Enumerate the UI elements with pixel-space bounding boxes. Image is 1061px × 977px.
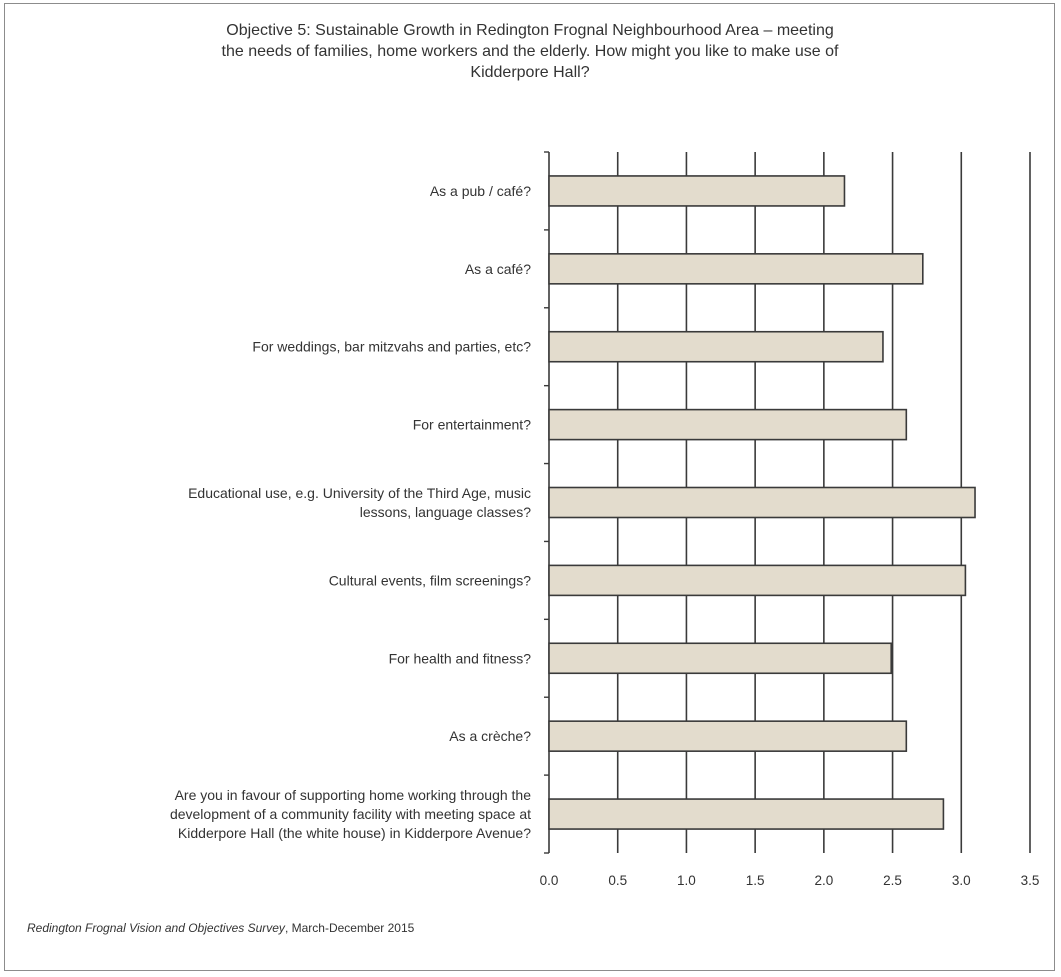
- category-label-8-line-1: development of a community facility with…: [170, 806, 531, 822]
- x-tick-label-6: 3.0: [952, 873, 971, 888]
- category-label-layer: As a pub / café? As a café? For weddings, …: [170, 183, 531, 841]
- x-tick-label-5: 2.5: [883, 873, 902, 888]
- bar-1: [548, 253, 924, 285]
- source-title: Redington Frognal Vision and Objectives …: [27, 921, 285, 935]
- category-label-5-line-0: Cultural events, film screenings?: [329, 572, 532, 588]
- chart-title: Objective 5: Sustainable Growth in Redin…: [60, 20, 1000, 83]
- category-label-1-line-0: As a café?: [465, 261, 531, 277]
- bar-8: [548, 798, 945, 830]
- category-label-6-line-0: For health and fitness?: [389, 650, 532, 666]
- x-tick-label-2: 1.0: [677, 873, 696, 888]
- category-label-4-line-0: Educational use, e.g. University of the …: [188, 485, 531, 501]
- category-label-7-line-0: As a crèche?: [449, 728, 531, 744]
- chart-title-line-2: the needs of families, home workers and …: [221, 43, 839, 60]
- bar-3: [548, 408, 908, 441]
- category-label-3-line-0: For entertainment?: [413, 417, 531, 433]
- bar-2: [548, 330, 884, 363]
- bar-6: [548, 642, 892, 675]
- bar-0: [548, 175, 846, 207]
- category-label-0-line-0: As a pub / café?: [430, 183, 531, 199]
- bar-5: [548, 564, 967, 597]
- x-tick-label-0: 0.0: [540, 873, 559, 888]
- source-date: , March-December 2015: [284, 921, 415, 935]
- chart-title-line-3: Kidderpore Hall?: [470, 64, 590, 81]
- x-tick-label-7: 3.5: [1021, 873, 1040, 888]
- category-label-2-line-0: For weddings, bar mitzvahs and parties, …: [252, 339, 531, 355]
- tick-label-layer: 0.0 0.5 1.0 1.5 2.0 2.5 3.0 3.5: [540, 873, 1040, 888]
- chart-title-line-1: Objective 5: Sustainable Growth in Redin…: [226, 22, 834, 39]
- category-label-4-line-1: lessons, language classes?: [360, 504, 531, 520]
- bar-4: [548, 486, 976, 519]
- x-tick-label-4: 2.0: [814, 873, 833, 888]
- bar-7: [548, 720, 908, 752]
- category-label-8-line-0: Are you in favour of supporting home wor…: [175, 787, 532, 803]
- category-label-8-line-2: Kidderpore Hall (the white house) in Kid…: [178, 825, 531, 841]
- source-note: Redington Frognal Vision and Objectives …: [27, 921, 414, 935]
- x-tick-label-1: 0.5: [608, 873, 627, 888]
- x-tick-label-3: 1.5: [746, 873, 765, 888]
- bar-layer: [548, 175, 976, 830]
